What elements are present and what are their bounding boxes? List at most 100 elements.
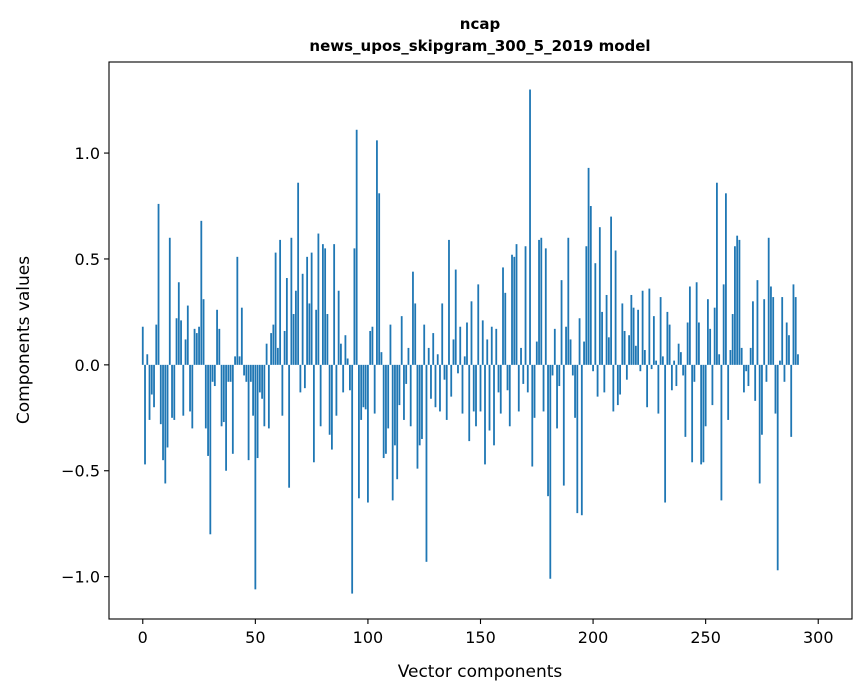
bar-203 xyxy=(598,227,601,365)
bar-176 xyxy=(538,239,540,365)
bar-153 xyxy=(486,339,489,365)
bar-227 xyxy=(652,316,655,365)
bar-125 xyxy=(423,324,426,365)
bar-50 xyxy=(254,364,257,590)
bar-232 xyxy=(664,364,667,503)
bar-126 xyxy=(425,364,428,562)
bar-254 xyxy=(713,307,716,365)
bar-74 xyxy=(308,303,311,365)
bar-100 xyxy=(367,364,369,503)
bar-268 xyxy=(745,364,748,372)
bar-217 xyxy=(630,294,633,365)
bar-94 xyxy=(353,248,356,365)
bar-56 xyxy=(267,364,270,429)
bar-221 xyxy=(639,364,642,372)
bar-141 xyxy=(459,326,462,365)
bar-80 xyxy=(321,244,324,365)
bar-146 xyxy=(470,301,473,365)
bar-72 xyxy=(303,364,306,389)
bar-60 xyxy=(276,347,279,365)
bar-198 xyxy=(587,167,590,365)
bar-54 xyxy=(263,364,266,427)
bar-256 xyxy=(718,354,721,365)
bar-208 xyxy=(610,216,612,365)
bar-206 xyxy=(605,294,608,365)
bar-2 xyxy=(146,354,149,365)
bar-104 xyxy=(376,140,378,365)
bar-103 xyxy=(373,364,376,414)
bar-196 xyxy=(583,341,585,365)
bar-279 xyxy=(770,286,772,365)
bar-267 xyxy=(743,364,745,393)
bar-285 xyxy=(783,364,786,382)
bar-97 xyxy=(360,364,363,420)
bar-275 xyxy=(761,364,763,435)
bar-102 xyxy=(371,326,374,365)
bar-241 xyxy=(684,364,687,437)
chart-title: ncap xyxy=(460,15,501,33)
x-tick-label-300: 300 xyxy=(803,628,834,647)
bar-57 xyxy=(270,333,273,365)
y-axis-ticks: −1.0 −0.5 0.0 0.5 1.0 xyxy=(61,144,109,587)
bar-87 xyxy=(337,290,340,365)
bar-138 xyxy=(452,339,455,365)
bar-188 xyxy=(565,326,567,365)
bar-172 xyxy=(529,89,531,365)
bar-48 xyxy=(249,364,252,382)
y-tick-label-4: 1.0 xyxy=(75,144,100,163)
bar-81 xyxy=(324,248,327,365)
bar-149 xyxy=(477,284,480,365)
bar-53 xyxy=(261,364,263,399)
bar-47 xyxy=(247,364,250,461)
bar-200 xyxy=(592,364,594,372)
bar-230 xyxy=(659,297,662,365)
bar-270 xyxy=(749,347,752,365)
bar-161 xyxy=(504,292,507,365)
bar-30 xyxy=(209,364,212,535)
bar-133 xyxy=(441,303,444,365)
bar-115 xyxy=(400,316,403,365)
chart-subtitle: news_upos_skipgram_300_5_2019 model xyxy=(309,37,650,55)
bar-190 xyxy=(569,339,572,365)
bar-64 xyxy=(285,278,288,365)
bar-84 xyxy=(331,364,333,450)
bar-289 xyxy=(792,284,795,365)
bar-83 xyxy=(328,364,331,435)
bar-261 xyxy=(729,350,732,365)
bar-247 xyxy=(698,322,700,365)
bar-191 xyxy=(571,364,574,376)
bar-106 xyxy=(380,352,383,365)
bar-121 xyxy=(414,303,417,365)
bar-6 xyxy=(155,324,158,365)
bar-205 xyxy=(603,364,606,393)
bar-258 xyxy=(722,284,725,365)
bar-45 xyxy=(243,364,245,376)
bar-79 xyxy=(319,364,322,427)
bar-244 xyxy=(691,364,694,463)
bar-243 xyxy=(688,286,691,365)
bar-151 xyxy=(481,320,484,365)
bar-120 xyxy=(412,271,414,365)
bar-24 xyxy=(195,333,198,365)
bar-277 xyxy=(765,364,768,382)
bar-110 xyxy=(389,324,392,365)
bar-145 xyxy=(468,364,471,442)
bar-40 xyxy=(231,364,234,454)
bar-152 xyxy=(484,364,486,465)
bar-242 xyxy=(686,322,689,365)
bar-166 xyxy=(515,244,518,365)
bar-62 xyxy=(281,364,284,416)
bar-181 xyxy=(549,364,552,579)
bar-274 xyxy=(758,364,761,484)
bar-10 xyxy=(164,364,167,484)
bar-98 xyxy=(362,364,365,408)
bar-1 xyxy=(144,364,146,465)
bar-168 xyxy=(520,347,522,365)
bar-283 xyxy=(779,360,781,365)
bar-132 xyxy=(439,364,441,412)
bar-155 xyxy=(490,326,493,365)
bar-13 xyxy=(171,364,173,418)
bar-93 xyxy=(351,364,354,594)
bar-187 xyxy=(562,364,565,486)
bar-231 xyxy=(661,356,664,365)
